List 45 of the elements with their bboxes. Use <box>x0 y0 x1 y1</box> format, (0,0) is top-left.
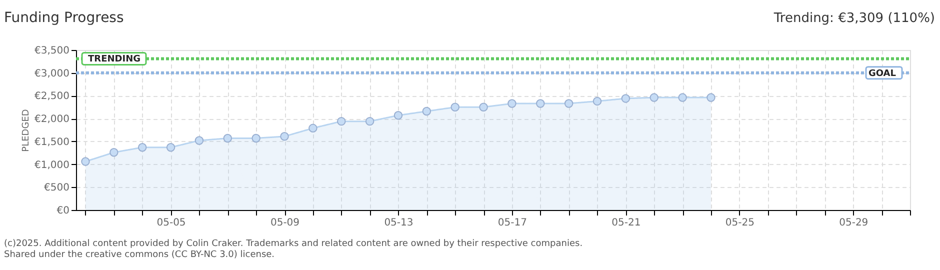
point <box>536 99 545 108</box>
x-tick-label: 05-29 <box>839 218 868 228</box>
point <box>138 143 147 152</box>
chart-title: Funding Progress <box>4 10 124 26</box>
ref-line-label: TRENDING <box>88 54 140 65</box>
point <box>194 136 204 145</box>
point <box>110 148 118 157</box>
y-tick-label: €3,500 <box>34 46 70 56</box>
point <box>394 111 403 120</box>
y-tick-label: €500 <box>44 182 70 194</box>
point <box>252 134 260 143</box>
point <box>706 93 716 102</box>
point <box>678 93 687 102</box>
y-tick-label: €2,500 <box>34 91 70 102</box>
point <box>479 102 488 112</box>
x-tick-label: 05-17 <box>498 218 527 228</box>
point <box>223 134 232 143</box>
y-tick-label: €3,000 <box>34 68 70 80</box>
point <box>592 96 602 106</box>
x-tick-label: 05-09 <box>270 218 300 228</box>
ref-line-label: GOAL <box>868 68 896 79</box>
y-tick-label: €1,000 <box>34 160 70 171</box>
point <box>280 132 289 141</box>
point <box>450 102 460 112</box>
y-tick-label: €2,000 <box>34 114 70 126</box>
point <box>81 157 90 166</box>
text: Trending: €3,309 (110%) <box>772 11 935 26</box>
point <box>365 116 374 126</box>
x-tick-label: 05-13 <box>384 218 414 228</box>
point <box>166 143 176 152</box>
point <box>508 99 516 108</box>
y-tick-label: €1,500 <box>34 136 70 148</box>
point <box>336 116 346 126</box>
text: (c)2025. Additional content provided by Colin Craker. Trademarks and related content are owned by their respective companies. <box>4 239 583 249</box>
point <box>422 106 432 116</box>
point <box>650 93 658 102</box>
y-axis-title: PLEDGED <box>22 109 32 152</box>
x-tick-label: 05-05 <box>156 218 186 228</box>
point <box>308 124 318 133</box>
point <box>621 94 630 103</box>
x-tick-label: 05-25 <box>725 218 754 228</box>
point <box>564 99 574 108</box>
y-tick-label: €0 <box>56 206 70 216</box>
x-tick-label: 05-21 <box>612 218 641 228</box>
text: Shared under the creative commons (CC BY-NC 3.0) license. <box>4 250 275 260</box>
